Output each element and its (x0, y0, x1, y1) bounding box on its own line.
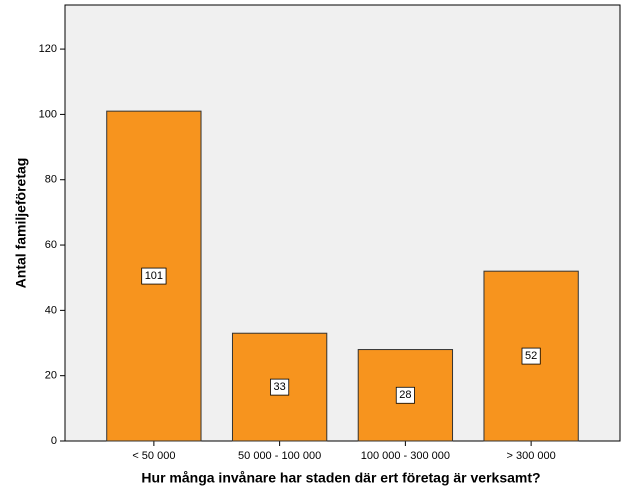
value-label: 101 (145, 270, 163, 282)
x-tick-label: 100 000 - 300 000 (361, 450, 450, 462)
y-tick-label: 20 (45, 370, 57, 382)
value-label-box (521, 347, 541, 365)
value-label: 52 (525, 350, 537, 362)
y-tick-label: 120 (39, 43, 57, 55)
value-label-box (270, 378, 290, 396)
value-label: 33 (274, 381, 286, 393)
x-tick-label: > 300 000 (507, 450, 556, 462)
bar (231, 332, 328, 442)
y-tick-label: 0 (51, 435, 57, 447)
value-label-box (141, 267, 167, 285)
y-axis-label: Antal familjeföretag (13, 158, 29, 289)
y-tick-label: 100 (39, 108, 57, 120)
value-label: 28 (399, 389, 411, 401)
x-axis-label: Hur många invånare har staden där ert fö… (141, 470, 540, 486)
x-tick-label: 50 000 - 100 000 (238, 450, 321, 462)
value-label-box (395, 386, 415, 404)
y-tick-label: 80 (45, 174, 57, 186)
y-tick-label: 40 (45, 304, 57, 316)
x-tick-label: < 50 000 (132, 450, 175, 462)
y-tick-label: 60 (45, 239, 57, 251)
